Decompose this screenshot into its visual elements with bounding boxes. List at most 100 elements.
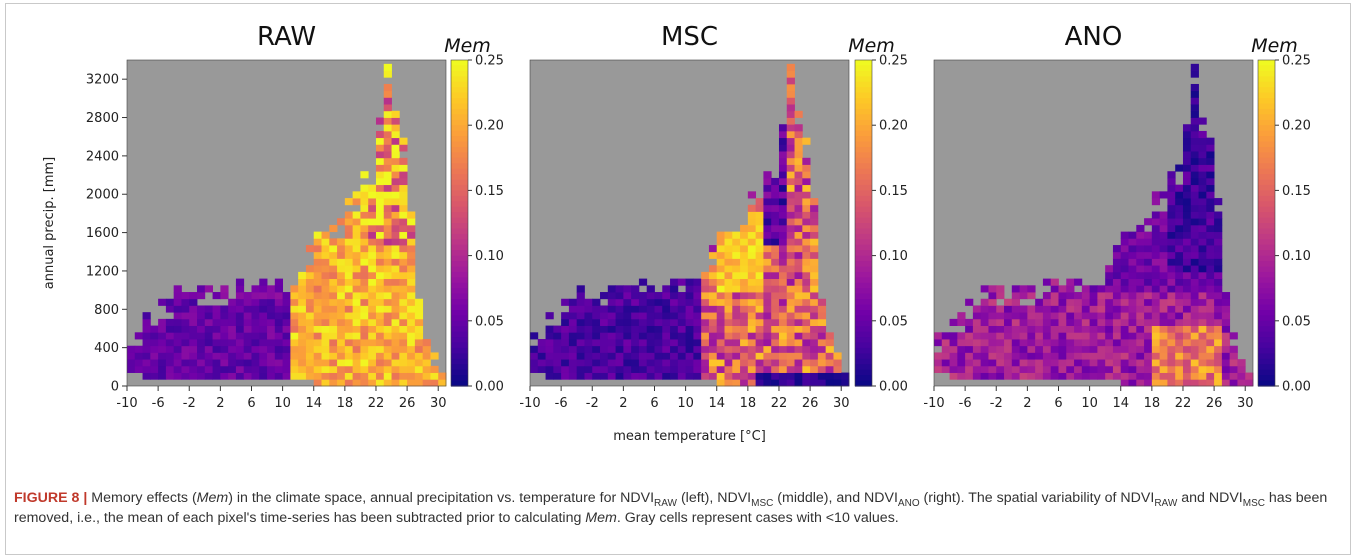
x-tick-label: 14 <box>708 396 725 411</box>
heat-cell <box>414 298 424 306</box>
x-tick-label: -2 <box>586 396 599 411</box>
heat-cell <box>786 305 795 313</box>
heat-cell <box>740 332 749 340</box>
heat-cell <box>407 332 416 340</box>
colorbar-step <box>855 353 872 360</box>
heat-cell <box>1050 339 1059 347</box>
heat-cell <box>438 372 447 380</box>
heat-cell <box>1081 305 1091 313</box>
heat-cell <box>391 365 400 373</box>
heat-cell <box>313 345 322 353</box>
heat-cell <box>313 379 322 387</box>
heat-cell <box>383 285 392 293</box>
heat-cell <box>344 258 354 266</box>
heat-cell <box>290 298 299 306</box>
heat-cell <box>368 271 377 280</box>
heat-cell <box>1128 372 1137 380</box>
heat-cell <box>360 345 369 353</box>
heat-cell <box>677 298 687 306</box>
heat-cell <box>778 151 788 159</box>
heat-cell <box>1081 352 1091 360</box>
heat-cell <box>670 325 679 333</box>
heat-cell <box>794 359 803 367</box>
heat-cell <box>701 325 710 333</box>
heat-cell <box>685 339 694 347</box>
heat-cell <box>142 318 151 326</box>
heat-cell <box>383 171 392 179</box>
heat-cell <box>375 238 385 246</box>
heat-cell <box>259 372 268 380</box>
heat-cell <box>1175 352 1184 360</box>
y-tick-label: 400 <box>94 341 119 356</box>
heat-cell <box>545 365 554 373</box>
heat-cell <box>383 124 392 132</box>
heat-cell <box>329 271 338 280</box>
heat-cell <box>352 211 361 219</box>
heat-cell <box>568 352 578 360</box>
heat-cell <box>1198 265 1207 273</box>
heat-cell <box>716 318 725 326</box>
heat-cell <box>747 379 757 387</box>
heat-cell <box>996 332 1005 340</box>
heat-cell <box>383 231 392 239</box>
heat-cell <box>1035 298 1044 306</box>
heat-cell <box>810 339 819 347</box>
heat-cell <box>732 318 741 326</box>
heat-cell <box>810 359 819 367</box>
heat-cell <box>747 305 757 313</box>
heat-cell <box>399 339 408 347</box>
heat-cell <box>623 365 632 373</box>
heat-cell <box>600 305 609 313</box>
heat-cell <box>1035 318 1044 326</box>
heat-cell <box>1182 245 1192 253</box>
heat-cell <box>615 305 624 313</box>
heat-cell <box>189 325 198 333</box>
heat-cell <box>724 278 733 286</box>
heat-cell <box>282 332 291 340</box>
heat-cell <box>352 292 361 300</box>
heat-cell <box>1182 372 1192 380</box>
heat-cell <box>360 238 369 246</box>
heat-cell <box>701 305 710 313</box>
heat-cell <box>1050 305 1059 313</box>
heat-cell <box>1144 238 1153 246</box>
heat-cell <box>771 372 780 380</box>
heat-cell <box>980 332 989 340</box>
heat-cell <box>1136 352 1145 360</box>
heat-cell <box>1112 332 1122 340</box>
colorbar-step <box>451 228 468 235</box>
colorbar-step <box>1258 201 1275 208</box>
heat-cell <box>1190 137 1199 145</box>
heat-cell <box>980 318 989 326</box>
heat-cell <box>1182 285 1192 293</box>
heat-cell <box>810 365 819 373</box>
heat-cell <box>337 312 346 320</box>
heat-cell <box>755 251 764 259</box>
heat-cell <box>352 278 361 286</box>
heat-cell <box>802 265 811 273</box>
heat-cell <box>677 332 687 340</box>
colorbar-tick-label: 0.25 <box>475 54 504 69</box>
x-tick-label: 10 <box>1081 396 1098 411</box>
heat-cell <box>181 372 190 380</box>
heat-cell <box>701 352 710 360</box>
heat-cell <box>561 339 570 347</box>
heat-cell <box>716 365 725 373</box>
heat-cell <box>368 265 377 273</box>
heat-cell <box>747 265 757 273</box>
heat-cell <box>763 265 772 273</box>
heat-cell <box>1182 345 1192 353</box>
heat-cell <box>794 198 803 206</box>
heat-cell <box>794 298 803 306</box>
heat-cell <box>1206 231 1215 239</box>
heat-cell <box>267 359 276 367</box>
heat-cell <box>1151 285 1161 293</box>
heat-cell <box>127 352 136 360</box>
heat-cell <box>321 285 330 293</box>
heat-cell <box>1112 352 1122 360</box>
heat-cell <box>972 312 982 320</box>
heat-cell <box>407 218 416 226</box>
heat-cell <box>802 359 811 367</box>
heat-cell <box>1120 258 1129 266</box>
